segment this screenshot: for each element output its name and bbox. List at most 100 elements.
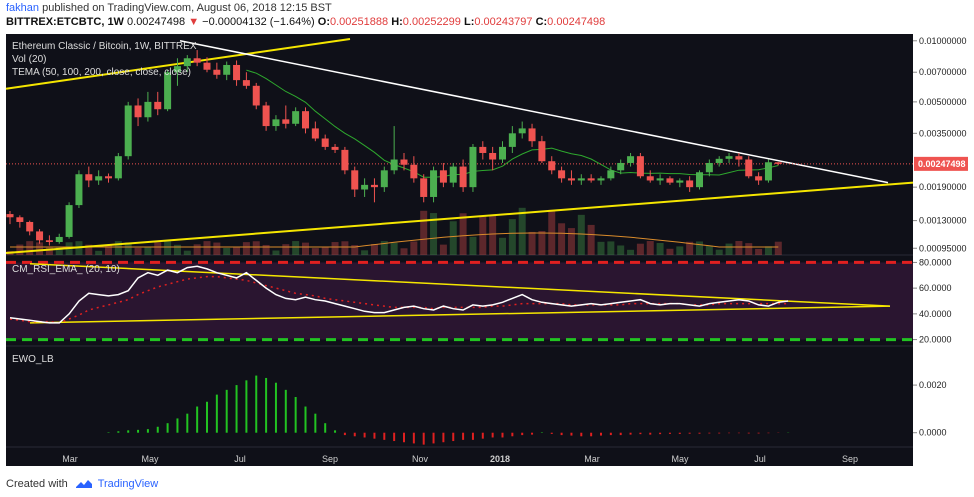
volume-bar (627, 249, 635, 255)
candle-body (55, 236, 63, 242)
candle-body (114, 156, 122, 179)
candle-body (469, 146, 477, 188)
candle-body (755, 176, 763, 181)
volume-bar (636, 243, 644, 255)
rsi-line (9, 265, 789, 324)
volume-bar (410, 241, 418, 255)
candle (489, 146, 497, 171)
symbol-info: BITTREX:ETCBTC, 1W 0.00247498 ▼ −0.00004… (6, 16, 605, 28)
candle (676, 178, 684, 188)
candle-body (607, 170, 615, 179)
candle-body (400, 159, 408, 165)
resistance-trendline (179, 40, 889, 184)
candle (469, 144, 477, 192)
volume-bar (193, 244, 201, 255)
volume-bar (144, 247, 152, 255)
candle-body (745, 159, 753, 177)
candle (223, 61, 231, 81)
candle-body (449, 166, 457, 183)
candle-body (646, 176, 654, 181)
rsi-tick-label: 40.0000 (919, 309, 952, 319)
candle (380, 166, 388, 192)
candle (16, 215, 24, 228)
candle-body (636, 156, 644, 177)
candle-body (508, 133, 516, 147)
candle (331, 144, 339, 153)
time-tick-label: Jul (234, 454, 246, 464)
candle (400, 152, 408, 171)
candle-body (774, 162, 782, 164)
volume-bar (173, 244, 181, 255)
candle (213, 62, 221, 79)
ewo-title: EWO_LB (12, 354, 54, 365)
candle-body (341, 149, 349, 171)
volume-bar (233, 247, 241, 255)
candle (321, 134, 329, 150)
price-tick-label: 0.01000000 (919, 36, 967, 46)
candle (75, 170, 83, 208)
candle-body (213, 69, 221, 75)
candle (134, 98, 142, 127)
close-label: C: (535, 16, 548, 28)
candle-body (321, 138, 329, 147)
candle (55, 233, 63, 244)
candle (499, 141, 506, 163)
candle-body (390, 159, 398, 171)
volume-bar (499, 237, 506, 255)
candle-body (45, 240, 53, 242)
volume-bar (262, 244, 270, 255)
time-tick-label: Nov (412, 454, 429, 464)
candle-body (479, 146, 487, 153)
volume-bar (459, 213, 467, 255)
rsi-pane[interactable] (6, 260, 913, 347)
candle-body (95, 176, 103, 181)
volume-bar (164, 241, 172, 255)
volume-bar (735, 241, 743, 255)
candle (351, 166, 359, 197)
volume-bar (755, 248, 763, 255)
author-link[interactable]: fakhan (6, 2, 40, 14)
candle (233, 60, 241, 86)
ewo-pane[interactable] (6, 375, 913, 448)
publish-text: published on TradingView.com, August 06,… (42, 2, 332, 14)
candle-body (558, 170, 566, 179)
candle-body (331, 146, 339, 150)
rsi-ema-line (9, 275, 789, 324)
candle (282, 105, 290, 129)
time-tick-label: May (671, 454, 689, 464)
candle (459, 159, 467, 192)
volume-bar (16, 244, 24, 255)
volume-bar (508, 219, 516, 255)
price-pane[interactable] (5, 38, 914, 256)
time-tick-label: Mar (62, 454, 78, 464)
candle-body (538, 141, 546, 162)
candle (686, 176, 694, 192)
main-chart-title: Ethereum Classic / Bitcoin, 1W, BITTREX (12, 41, 197, 52)
price-axis[interactable]: 0.01000000 0.00700000 0.00500000 0.00350000… (913, 34, 974, 466)
price-tick-label: 0.00500000 (919, 97, 967, 107)
time-axis[interactable]: Mar May Jul Sep Nov 2018 Mar May Jul Sep (62, 454, 858, 464)
candle (479, 141, 487, 160)
candle-body (193, 58, 201, 63)
candle (252, 82, 260, 110)
volume-bar (26, 241, 34, 255)
candle-body (302, 111, 309, 129)
candle (715, 156, 723, 167)
candle-body (134, 105, 142, 118)
volume-bar (321, 247, 329, 255)
candle (666, 176, 674, 185)
volume-bar (577, 214, 585, 255)
candle-body (735, 156, 743, 160)
time-tick-label: Sep (322, 454, 338, 464)
price-tick-label: 0.00095000 (919, 243, 967, 253)
candle (587, 174, 595, 183)
ewo-tick-label: 0.0000 (919, 428, 947, 438)
tradingview-link[interactable]: TradingView (97, 478, 159, 490)
candle (242, 72, 250, 89)
open-value: 0.00251888 (330, 16, 389, 28)
candle (518, 121, 526, 139)
volume-bar (646, 241, 654, 255)
candle (636, 152, 644, 179)
candle-body (597, 178, 605, 181)
